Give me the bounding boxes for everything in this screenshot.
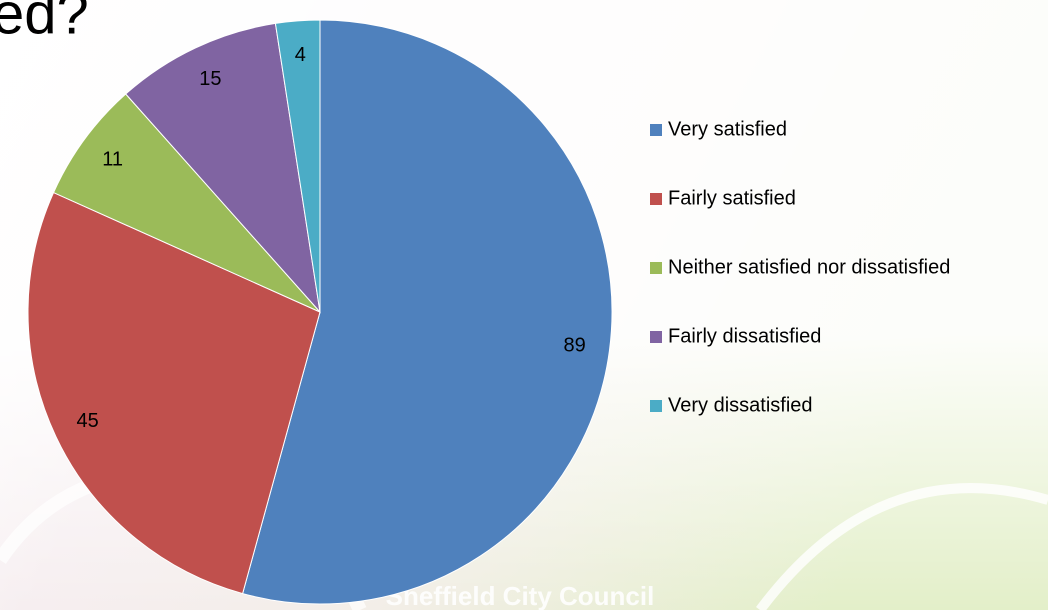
data-label: 11 bbox=[102, 148, 123, 170]
data-label: 4 bbox=[295, 44, 306, 66]
legend-label: Neither satisfied nor dissatisfied bbox=[668, 256, 950, 278]
data-label: 89 bbox=[564, 335, 586, 357]
legend-swatch bbox=[650, 400, 662, 412]
decor-arc bbox=[756, 483, 1048, 610]
legend-label: Fairly satisfied bbox=[668, 187, 796, 209]
legend-label: Fairly dissatisfied bbox=[668, 325, 821, 347]
pie-slice bbox=[125, 22, 321, 314]
legend-swatch bbox=[650, 262, 662, 274]
legend-swatch bbox=[650, 331, 662, 343]
pie-slice bbox=[242, 19, 613, 605]
chart-title: ed? bbox=[0, 0, 89, 46]
council-watermark: Sheffield City Council bbox=[386, 581, 655, 610]
data-label: 15 bbox=[199, 68, 221, 90]
legend-swatch bbox=[650, 124, 662, 136]
legend-swatch bbox=[650, 193, 662, 205]
legend-label: Very satisfied bbox=[668, 118, 787, 140]
data-label: 45 bbox=[76, 410, 98, 432]
pie-slice bbox=[27, 191, 321, 595]
pie-slice bbox=[274, 19, 321, 313]
legend-label: Very dissatisfied bbox=[668, 394, 813, 416]
pie-slice bbox=[52, 93, 321, 313]
